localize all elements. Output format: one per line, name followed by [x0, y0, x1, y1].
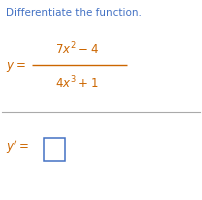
FancyBboxPatch shape [44, 138, 65, 161]
Text: $7x^2 - 4$: $7x^2 - 4$ [55, 41, 99, 57]
Text: $y' =$: $y' =$ [6, 138, 29, 156]
Text: $4x^3 + 1$: $4x^3 + 1$ [55, 75, 98, 91]
Text: Differentiate the function.: Differentiate the function. [6, 8, 142, 18]
Text: $y =$: $y =$ [6, 60, 26, 74]
